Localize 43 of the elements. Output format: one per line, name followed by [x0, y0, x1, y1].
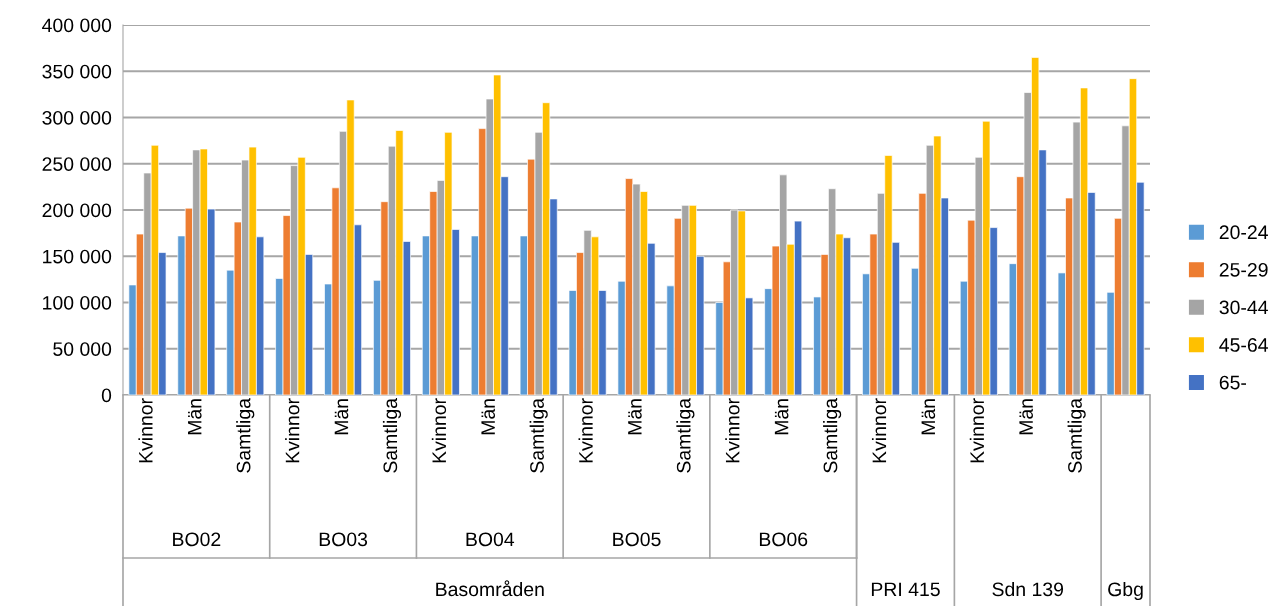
- x-tick-label: Kvinnor: [138, 398, 153, 463]
- text: BO02: [173, 532, 221, 547]
- y-tick-label: 350 000: [42, 64, 112, 79]
- x-tick-label: Kvinnor: [578, 398, 593, 463]
- y-tick-label: 250 000: [42, 157, 112, 171]
- x-tick-label: Samtliga: [823, 398, 842, 473]
- text: Gbg: [1108, 581, 1143, 601]
- legend-label: 30-44: [1219, 300, 1268, 315]
- y-tick-label: 400 000: [42, 18, 112, 33]
- legend-label: 25-29: [1219, 262, 1268, 277]
- x-tick-label: Kvinnor: [431, 398, 447, 463]
- x-tick-label: Kvinnor: [285, 398, 300, 463]
- x-tick-label: Samtliga: [676, 398, 695, 473]
- x-tick-label: Kvinnor: [725, 398, 740, 463]
- x-tick-label: Män: [188, 399, 202, 435]
- legend-label: 45-64: [1219, 338, 1268, 352]
- x-tick-label: Män: [1019, 399, 1033, 435]
- legend-label: 65-: [1219, 375, 1247, 390]
- text: BO06: [759, 532, 808, 547]
- x-tick-label: Kvinnor: [969, 398, 985, 463]
- y-tick-label: 50 000: [53, 342, 112, 356]
- x-tick-label: Samtliga: [382, 398, 402, 473]
- x-tick-label: Män: [774, 399, 789, 435]
- text: BO04: [466, 532, 515, 547]
- y-tick-label: 200 000: [42, 203, 112, 218]
- x-tick-label: Män: [628, 399, 642, 435]
- x-tick-label: Män: [334, 399, 349, 435]
- text: PRI 415: [871, 582, 940, 597]
- text: BO03: [319, 532, 368, 547]
- x-tick-label: Samtliga: [236, 398, 255, 473]
- x-tick-label: Män: [481, 399, 496, 435]
- text: Basområden: [436, 580, 544, 597]
- x-tick-label: Män: [921, 399, 936, 435]
- x-tick-label: Samtliga: [529, 398, 548, 473]
- x-tick-label: Kvinnor: [871, 398, 887, 463]
- x-tick-label: Samtliga: [1067, 398, 1086, 473]
- y-tick-label: 300 000: [42, 110, 112, 125]
- y-tick-label: 100 000: [43, 295, 112, 310]
- text: BO05: [613, 532, 661, 547]
- y-tick-label: 150 000: [43, 249, 112, 264]
- legend-label: 20-24: [1219, 225, 1268, 240]
- text: Sdn 139: [992, 581, 1064, 597]
- y-tick-label: 0: [101, 388, 112, 403]
